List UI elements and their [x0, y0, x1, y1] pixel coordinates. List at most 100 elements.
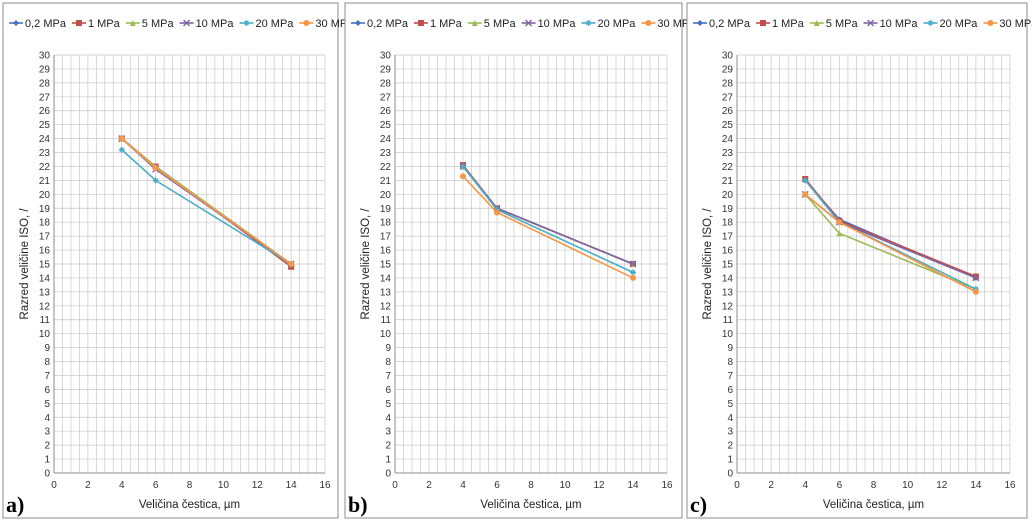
y-tick-label: 5 [727, 399, 733, 410]
y-tick-label: 30 [722, 51, 734, 62]
legend: 0,2 MPa 1 MPa 5 MPa 10 MPa 20 MPa 30 MPa [351, 18, 696, 30]
data-point [460, 163, 466, 170]
y-tick-label: 21 [380, 176, 392, 187]
data-point [836, 219, 843, 226]
y-tick-label: 17 [380, 232, 392, 243]
legend-marker [183, 19, 191, 27]
y-tick-label: 19 [722, 204, 734, 215]
panel-label: a) [6, 492, 24, 517]
y-tick-label: 30 [380, 51, 392, 62]
y-tick-label: 11 [381, 315, 392, 326]
x-tick-label: 6 [494, 480, 500, 491]
legend-label: 20 MPa [255, 18, 294, 30]
data-point [630, 274, 636, 281]
y-axis-title: Razred veličine ISO, / [702, 208, 714, 320]
y-tick-label: 24 [39, 134, 51, 145]
legend-label: 10 MPa [196, 18, 235, 30]
y-tick-label: 15 [380, 260, 392, 271]
legend-marker [759, 20, 766, 26]
series [802, 191, 979, 295]
x-axis-title: Veličina čestica, µm [823, 499, 924, 511]
x-tick-label: 14 [627, 480, 639, 491]
y-tick-label: 14 [722, 273, 734, 284]
x-tick-label: 8 [871, 480, 877, 491]
data-point [629, 260, 637, 268]
x-tick-label: 12 [593, 480, 605, 491]
y-tick-label: 21 [39, 176, 51, 187]
y-tick-label: 27 [722, 92, 734, 103]
data-point [630, 269, 636, 276]
data-point [972, 274, 980, 282]
legend-label: 10 MPa [538, 18, 577, 30]
legend-marker [471, 20, 478, 26]
y-tick-label: 12 [722, 301, 734, 312]
y-tick-label: 12 [39, 301, 51, 312]
y-tick-label: 14 [39, 273, 51, 284]
y-tick-label: 4 [385, 413, 391, 424]
legend-label: 5 MPa [484, 18, 517, 30]
y-tick-label: 18 [39, 218, 51, 229]
y-tick-label: 8 [44, 357, 50, 368]
legend-marker [75, 20, 82, 26]
x-tick-label: 6 [837, 480, 843, 491]
y-tick-label: 6 [727, 385, 733, 396]
x-axis-title: Veličina čestica, µm [480, 499, 581, 511]
y-tick-label: 16 [380, 246, 392, 257]
grid-lines [53, 54, 326, 474]
x-tick-label: 12 [936, 480, 948, 491]
data-point [460, 173, 466, 180]
legend-marker [243, 20, 250, 26]
y-tick-label: 19 [39, 204, 51, 215]
y-tick-label: 18 [380, 218, 392, 229]
data-point [118, 146, 125, 153]
x-tick-label: 14 [286, 480, 298, 491]
x-tick-label: 2 [85, 480, 91, 491]
y-tick-label: 30 [39, 51, 51, 62]
x-tick-label: 4 [119, 480, 125, 491]
y-tick-label: 4 [44, 413, 50, 424]
data-point [972, 288, 979, 295]
x-tick-label: 2 [426, 480, 432, 491]
y-tick-label: 16 [39, 246, 51, 257]
chart-frame [686, 2, 1028, 519]
x-tick-label: 10 [902, 480, 914, 491]
y-tick-label: 9 [727, 343, 733, 354]
legend-label: 30 MPa [657, 18, 696, 30]
y-tick-label: 12 [380, 301, 392, 312]
x-axis-title: Veličina čestica, µm [139, 499, 240, 511]
y-tick-label: 22 [39, 162, 51, 173]
y-tick-label: 29 [722, 64, 734, 75]
legend-label: 30 MPa [999, 18, 1032, 30]
x-tick-label: 2 [768, 480, 774, 491]
y-tick-label: 16 [722, 246, 734, 257]
x-tick-label: 0 [392, 480, 398, 491]
legend-label: 1 MPa [88, 18, 121, 30]
y-tick-label: 17 [39, 232, 51, 243]
y-tick-label: 21 [722, 176, 734, 187]
y-tick-label: 10 [380, 329, 392, 340]
y-tick-label: 27 [39, 92, 51, 103]
x-tick-label: 0 [734, 480, 740, 491]
legend-label: 5 MPa [826, 18, 859, 30]
y-tick-label: 8 [385, 357, 391, 368]
y-tick-label: 7 [385, 371, 391, 382]
x-tick-label: 0 [51, 480, 57, 491]
x-tick-label: 4 [460, 480, 466, 491]
legend-label: 20 MPa [939, 18, 978, 30]
legend-marker [813, 20, 820, 26]
y-tick-label: 14 [380, 273, 392, 284]
y-tick-label: 24 [722, 134, 734, 145]
legend-marker [525, 19, 533, 27]
y-tick-label: 25 [39, 120, 51, 131]
y-tick-label: 10 [722, 329, 734, 340]
y-tick-label: 10 [39, 329, 51, 340]
y-axis-title: Razred veličine ISO, / [360, 208, 372, 320]
y-tick-label: 3 [44, 427, 50, 438]
legend-marker [585, 20, 592, 26]
y-tick-label: 25 [722, 120, 734, 131]
y-tick-label: 26 [722, 106, 734, 117]
chart-panel: 0123456789101112131415161718192021222324… [686, 2, 1032, 519]
legend-marker [867, 19, 875, 27]
y-tick-label: 28 [380, 78, 392, 89]
legend-label: 0,2 MPa [709, 18, 751, 30]
